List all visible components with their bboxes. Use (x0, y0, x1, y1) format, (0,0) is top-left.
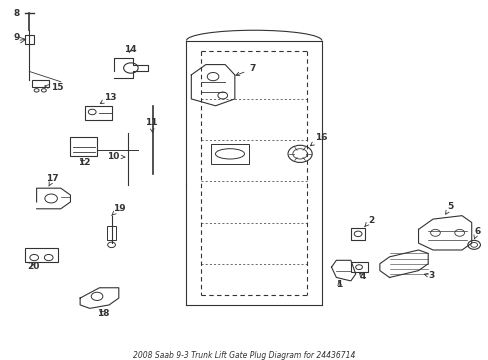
Text: 17: 17 (46, 174, 59, 186)
Bar (70, 137, 97, 156)
Bar (32, 80, 49, 87)
Text: 12: 12 (78, 158, 90, 167)
Bar (210, 144, 249, 164)
Text: 8: 8 (14, 9, 20, 18)
Text: 7: 7 (235, 64, 255, 76)
Text: 6: 6 (473, 226, 479, 239)
Text: 13: 13 (100, 93, 117, 104)
Bar (24, 35, 34, 44)
Text: 11: 11 (145, 118, 158, 132)
Bar (24, 248, 58, 262)
Text: 3: 3 (424, 271, 433, 280)
Text: 18: 18 (97, 309, 109, 318)
Text: 14: 14 (123, 45, 136, 54)
Text: 20: 20 (27, 262, 39, 271)
Text: 4: 4 (358, 272, 365, 281)
Text: 9: 9 (13, 33, 20, 42)
Text: 10: 10 (106, 152, 125, 161)
Circle shape (34, 89, 39, 92)
Text: 2008 Saab 9-3 Trunk Lift Gate Plug Diagram for 24436714: 2008 Saab 9-3 Trunk Lift Gate Plug Diagr… (133, 351, 355, 360)
Circle shape (41, 89, 46, 92)
Bar (350, 228, 365, 240)
Bar (350, 262, 367, 272)
Bar (85, 106, 111, 120)
Text: 5: 5 (445, 202, 453, 214)
Text: 19: 19 (112, 203, 125, 215)
Bar (106, 226, 116, 240)
Text: 16: 16 (310, 133, 326, 146)
Text: 2: 2 (364, 216, 373, 226)
Text: 1: 1 (336, 280, 342, 289)
Text: 15: 15 (45, 83, 63, 92)
